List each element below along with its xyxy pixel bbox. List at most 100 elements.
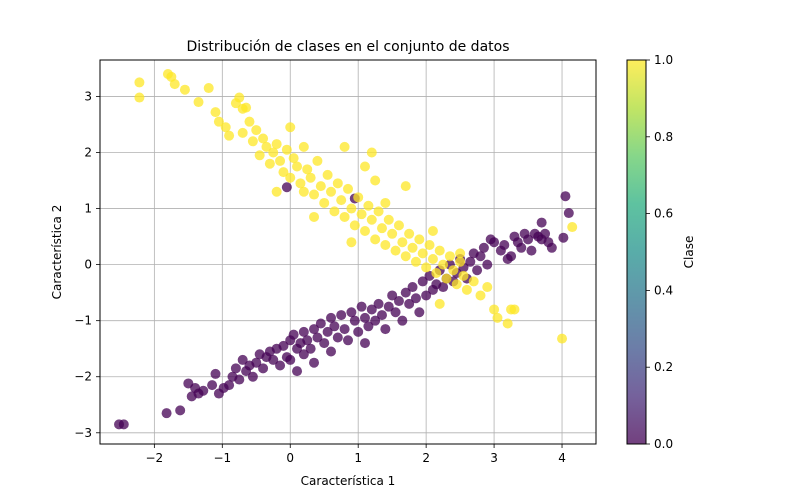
scatter-point: [451, 279, 462, 290]
scatter-point: [322, 169, 333, 180]
scatter-point: [380, 324, 391, 335]
scatter-point: [339, 141, 350, 152]
scatter-point: [309, 357, 320, 368]
scatter-point: [455, 256, 466, 267]
scatter-point: [268, 147, 279, 158]
colorbar-ticks: 0.0 0.2 0.4 0.6 0.8 1.0: [646, 53, 673, 451]
scatter-point: [557, 333, 568, 344]
scatter-point: [285, 122, 296, 133]
x-tick-label: −2: [146, 451, 164, 465]
scatter-point: [373, 206, 384, 217]
scatter-point: [285, 354, 296, 365]
scatter-point: [332, 332, 343, 343]
scatter-point: [387, 228, 398, 239]
scatter-point: [241, 102, 252, 113]
scatter-point: [247, 136, 258, 147]
scatter-point: [353, 326, 364, 337]
scatter-point: [213, 116, 224, 127]
scatter-point: [322, 326, 333, 337]
scatter-point: [319, 338, 330, 349]
scatter-point: [448, 265, 459, 276]
scatter-point: [472, 265, 483, 276]
scatter-point: [134, 92, 145, 103]
scatter-point: [390, 307, 401, 318]
scatter-point: [288, 329, 299, 340]
scatter-point: [499, 239, 510, 250]
x-tick-label: 0: [286, 451, 294, 465]
scatter-point: [387, 290, 398, 301]
scatter-point: [376, 223, 387, 234]
scatter-point: [343, 183, 353, 194]
scatter-point: [278, 340, 289, 351]
scatter-point: [261, 141, 272, 152]
scatter-point: [224, 380, 235, 391]
y-tick-label: 2: [84, 145, 92, 159]
y-tick-label: −2: [74, 370, 92, 384]
scatter-point: [421, 262, 432, 273]
scatter-point: [326, 346, 337, 357]
scatter-point: [309, 189, 320, 200]
scatter-point: [540, 228, 551, 239]
y-axis-ticks: −3 −2 −1 0 1 2 3: [74, 89, 100, 440]
scatter-point: [441, 273, 452, 284]
scatter-point: [271, 186, 282, 197]
scatter-point: [509, 304, 520, 315]
scatter-point: [346, 307, 357, 318]
scatter-point: [438, 282, 449, 293]
scatter-point: [512, 237, 523, 248]
y-tick-label: −1: [74, 314, 92, 328]
scatter-point: [247, 371, 258, 382]
scatter-point: [407, 282, 418, 293]
scatter-point: [203, 83, 214, 94]
scatter-point: [169, 79, 180, 90]
scatter-point: [400, 251, 411, 262]
y-axis-label: Característica 2: [50, 205, 64, 300]
scatter-point: [326, 312, 337, 323]
scatter-point: [258, 363, 269, 374]
scatter-point: [298, 141, 309, 152]
scatter-point: [281, 182, 292, 193]
scatter-point: [346, 237, 357, 248]
scatter-point: [251, 357, 262, 368]
scatter-point: [461, 284, 472, 295]
scatter-point: [383, 301, 394, 312]
scatter-point: [220, 122, 231, 133]
scatter-point: [305, 343, 316, 354]
scatter-point: [380, 197, 391, 208]
scatter-point: [414, 307, 425, 318]
scatter-point: [458, 270, 469, 281]
scatter-point: [370, 234, 381, 245]
scatter-point: [563, 208, 574, 219]
scatter-point: [482, 259, 493, 270]
scatter-point: [292, 161, 303, 172]
scatter-point: [417, 276, 428, 287]
scatter-point: [339, 211, 350, 222]
y-tick-label: 1: [84, 202, 92, 216]
scatter-point: [390, 245, 401, 256]
scatter-point: [359, 161, 370, 172]
scatter-point: [366, 147, 377, 158]
scatter-point: [295, 178, 306, 189]
scatter-point: [237, 354, 248, 365]
scatter-point: [376, 310, 387, 321]
scatter-point: [329, 321, 340, 332]
plot-frame: [99, 59, 597, 445]
scatter-point: [315, 318, 326, 329]
scatter-point: [424, 239, 435, 250]
scatter-point: [492, 312, 503, 323]
scatter-point: [393, 220, 404, 231]
colorbar-tick-label: 0.4: [654, 283, 673, 297]
scatter-point: [356, 209, 367, 220]
scatter-point: [526, 245, 537, 256]
scatter-point: [309, 324, 320, 335]
scatter-point: [359, 225, 370, 236]
scatter-point: [567, 222, 578, 233]
x-tick-label: 2: [422, 451, 430, 465]
scatter-point: [349, 220, 360, 231]
scatter-point: [285, 172, 296, 183]
colorbar-tick-label: 0.6: [654, 207, 673, 221]
scatter-point: [438, 259, 449, 270]
x-tick-label: 3: [490, 451, 498, 465]
scatter-point: [502, 318, 513, 329]
